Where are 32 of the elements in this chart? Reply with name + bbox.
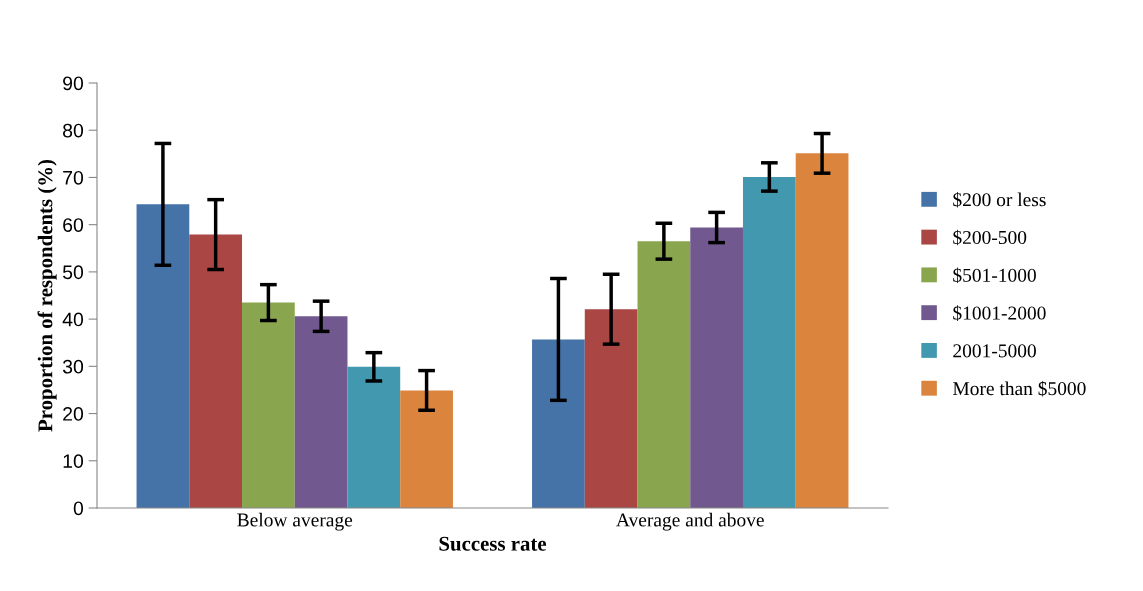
bar <box>136 204 190 508</box>
x-axis-title: Success rate <box>439 536 547 551</box>
y-tick-label: 50 <box>62 265 84 280</box>
legend-label: $200-500 <box>953 229 1027 246</box>
y-tick-label: 30 <box>62 359 84 374</box>
y-tick-label: 60 <box>63 218 84 232</box>
x-tick-label: Average and above <box>616 512 764 531</box>
bar <box>584 309 638 508</box>
y-tick-label: 70 <box>63 170 84 185</box>
y-tick-label: 40 <box>62 312 84 327</box>
bar <box>294 316 348 508</box>
bar <box>795 153 849 508</box>
y-tick-label: 90 <box>63 76 84 91</box>
legend-label: More than $5000 <box>952 380 1086 397</box>
legend-label: 2001-5000 <box>953 344 1036 358</box>
legend-label: $501-1000 <box>953 267 1036 284</box>
bar <box>690 227 743 508</box>
bar <box>347 366 401 508</box>
y-tick-label: 80 <box>63 123 84 138</box>
bar <box>532 339 585 508</box>
bar <box>637 241 691 508</box>
y-axis-title: Proportion of respondents (%) <box>37 159 57 432</box>
y-tick-label: 0 <box>73 501 84 516</box>
bar <box>400 390 453 508</box>
y-tick-label: 10 <box>63 454 84 469</box>
bar <box>189 234 243 508</box>
bar <box>742 176 796 508</box>
y-tick-label: 20 <box>63 407 84 421</box>
bar <box>242 302 295 508</box>
legend-label: $1001-2000 <box>953 305 1046 321</box>
legend-label: $200 or less <box>953 192 1046 208</box>
x-tick-label: Below average <box>237 512 353 531</box>
